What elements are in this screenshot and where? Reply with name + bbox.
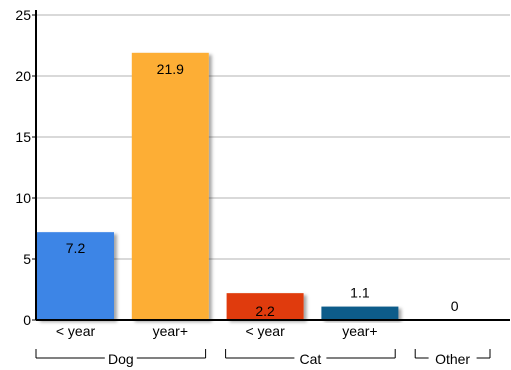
y-tick-label: 15 (15, 129, 31, 145)
group-bracket: Dog (35, 349, 207, 367)
bars (37, 52, 399, 320)
x-axis-labels: < year year+ < year year+ (56, 323, 378, 339)
y-axis-ticks: 0 5 10 15 20 25 (15, 7, 36, 328)
gridlines (36, 14, 510, 260)
x-tick-label: < year (56, 323, 96, 339)
value-label: 7.2 (66, 240, 86, 256)
x-tick-label: < year (245, 323, 285, 339)
x-tick-label: year+ (153, 323, 188, 339)
bar (321, 306, 399, 320)
group-label: Cat (300, 351, 322, 367)
bar (226, 293, 304, 320)
group-labels: Dog Cat Other (35, 349, 491, 367)
value-label: 2.2 (255, 303, 275, 319)
axes (35, 10, 510, 321)
group-bracket: Cat (225, 349, 396, 367)
y-tick-label: 0 (23, 312, 31, 328)
value-labels: 7.2 21.9 2.2 1.1 0 (66, 61, 459, 319)
x-tick-label: year+ (342, 323, 377, 339)
value-label: 21.9 (157, 61, 184, 77)
y-tick-label: 10 (15, 190, 31, 206)
bar (37, 232, 114, 320)
y-tick-label: 25 (15, 7, 31, 23)
y-tick-label: 5 (23, 251, 31, 267)
value-label: 0 (451, 298, 459, 314)
group-label: Other (435, 351, 470, 367)
group-bracket: Other (414, 349, 491, 367)
y-tick-label: 20 (15, 68, 31, 84)
bar (131, 52, 209, 320)
group-label: Dog (108, 351, 134, 367)
value-label: 1.1 (350, 285, 370, 301)
